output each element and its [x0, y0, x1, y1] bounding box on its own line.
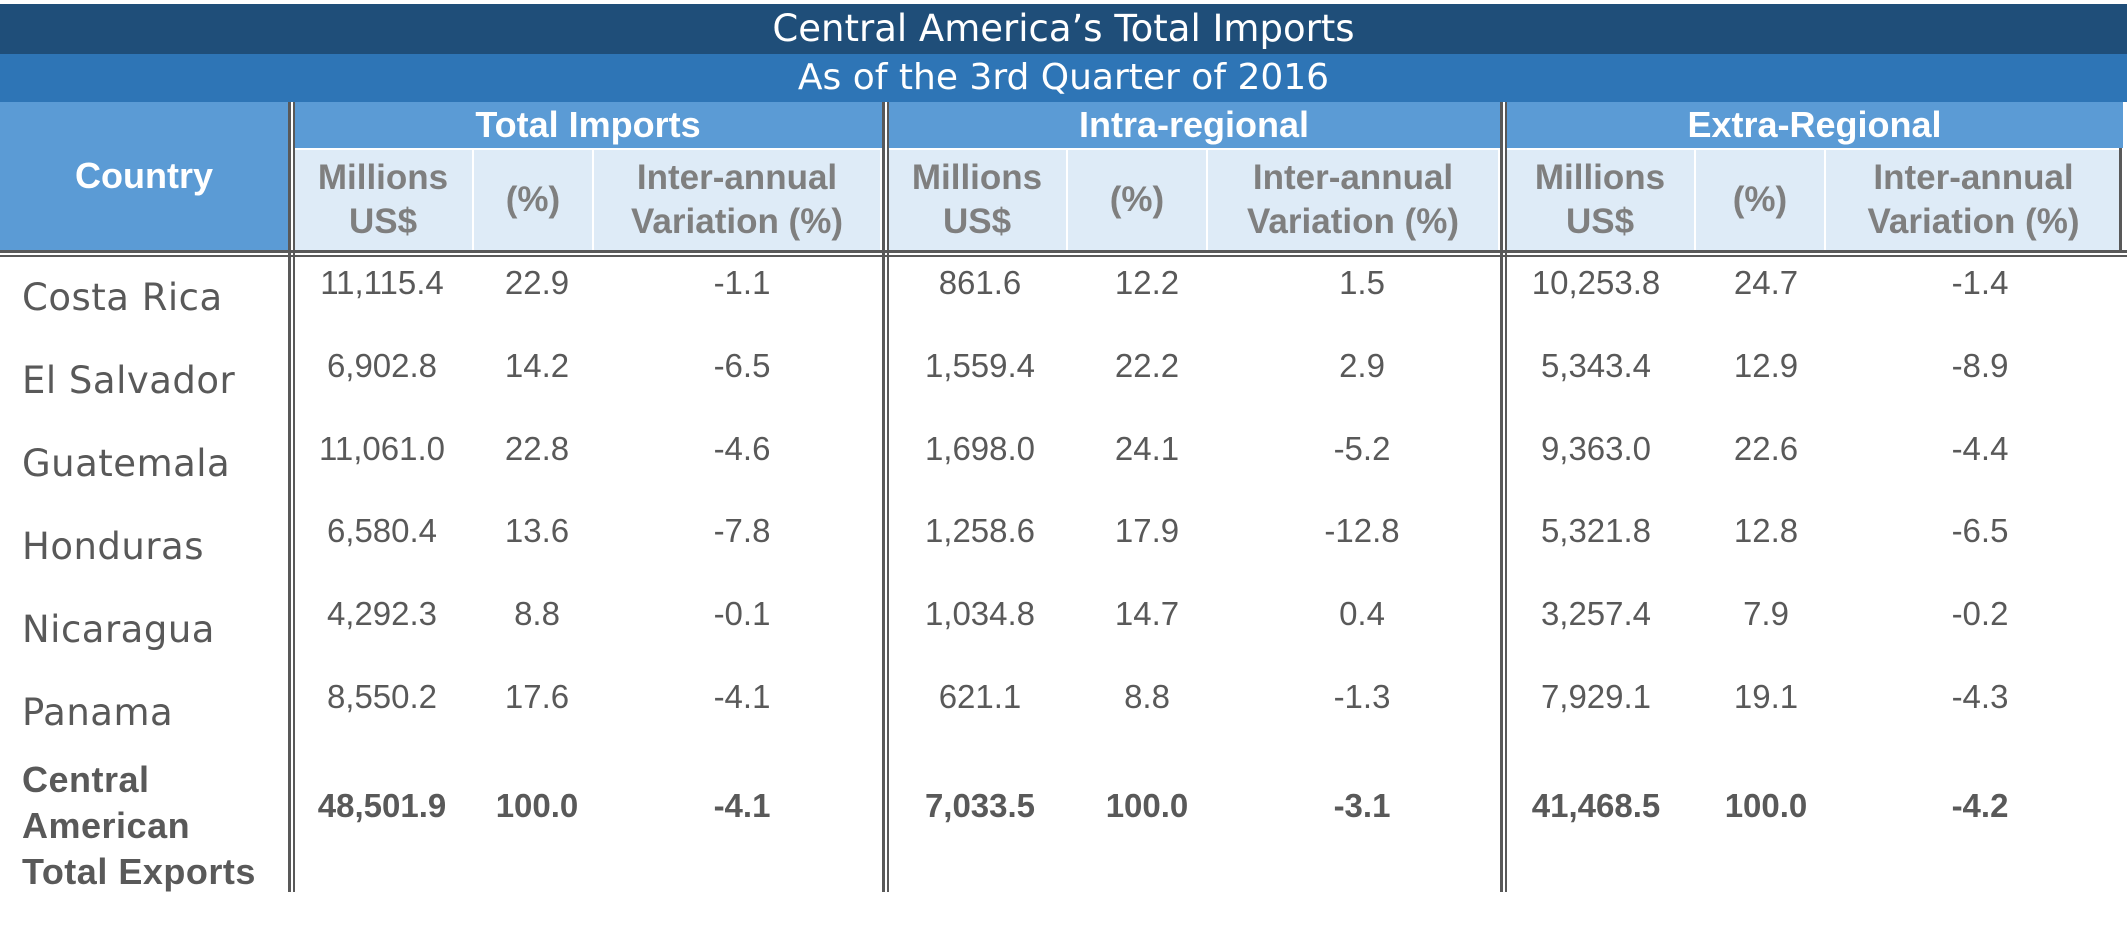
header-bottom-line	[0, 250, 2127, 253]
group-header-total-imports: Total Imports	[294, 102, 882, 148]
table-cell: 1,258.6	[924, 512, 1036, 549]
country-label: Panama	[22, 691, 174, 734]
table-cell: 9,363.0	[1540, 430, 1652, 467]
header-bottom-line-inner	[0, 255, 2127, 257]
table-cell: 5,343.4	[1540, 347, 1652, 384]
table-cell: -4.4	[1951, 430, 2009, 467]
table-cell: 861.6	[938, 264, 1022, 301]
table-cell: -1.4	[1951, 264, 2009, 301]
table-cell: 2.9	[1339, 347, 1385, 384]
table-cell: 621.1	[938, 678, 1022, 715]
table-cell: 8.8	[1124, 678, 1170, 715]
table-cell: 14.7	[1114, 595, 1180, 632]
table-cell: 8.8	[514, 595, 560, 632]
divider-right-edge	[2119, 148, 2122, 252]
country-label: Honduras	[22, 525, 205, 568]
table-cell: 6,902.8	[326, 347, 438, 384]
table-cell: -0.2	[1951, 595, 2009, 632]
subheader-g1-c2: Inter-annual Variation (%)	[1208, 150, 1498, 250]
country-label: El Salvador	[22, 359, 236, 402]
table-cell: 17.6	[504, 678, 570, 715]
country-label: Nicaragua	[22, 608, 215, 651]
table-cell: -1.1	[713, 264, 771, 301]
table-cell: 0.4	[1339, 595, 1385, 632]
table-cell: 12.8	[1733, 512, 1799, 549]
table-cell: -1.3	[1333, 678, 1391, 715]
table-cell: -4.6	[713, 430, 771, 467]
table-cell: 10,253.8	[1531, 264, 1661, 301]
table-cell: 22.2	[1114, 347, 1180, 384]
total-cell: -3.1	[1333, 787, 1391, 824]
subheader-g1-c1: (%)	[1068, 150, 1206, 250]
table-cell: 19.1	[1733, 678, 1799, 715]
total-cell: 7,033.5	[924, 787, 1036, 824]
table-cell: 11,115.4	[320, 264, 444, 301]
total-cell: 100.0	[495, 787, 579, 824]
divider-group1-a	[882, 102, 885, 892]
total-cell: 48,501.9	[317, 787, 447, 824]
table-cell: -0.1	[713, 595, 771, 632]
country-label: Costa Rica	[22, 276, 223, 319]
divider-group2-a	[1500, 102, 1503, 892]
total-cell: 100.0	[1724, 787, 1808, 824]
table-cell: 14.2	[504, 347, 570, 384]
country-label: Guatemala	[22, 442, 231, 485]
table-cell: -6.5	[1951, 512, 2009, 549]
table-cell: 22.9	[504, 264, 570, 301]
subheader-g0-c2: Inter-annual Variation (%)	[594, 150, 880, 250]
divider-country-b	[293, 102, 295, 892]
table-title: Central America’s Total Imports	[0, 4, 2127, 54]
table-cell: 1,559.4	[924, 347, 1036, 384]
subheader-g2-c0: Millions US$	[1506, 150, 1694, 250]
group-header-extra-regional: Extra-Regional	[1506, 102, 2123, 148]
subheader-g0-c1: (%)	[474, 150, 592, 250]
subheader-g2-c2: Inter-annual Variation (%)	[1826, 150, 2121, 250]
table-cell: 12.9	[1733, 347, 1799, 384]
table-cell: 5,321.8	[1540, 512, 1652, 549]
table-cell: 3,257.4	[1540, 595, 1652, 632]
subheader-g2-c1: (%)	[1696, 150, 1824, 250]
table-cell: 8,550.2	[326, 678, 438, 715]
divider-country-a	[288, 102, 291, 892]
table-cell: 11,061.0	[318, 430, 445, 467]
total-row-label: Central American Total Exports	[22, 759, 256, 892]
total-cell: -4.2	[1951, 787, 2009, 824]
table-cell: -5.2	[1333, 430, 1391, 467]
table-subtitle: As of the 3rd Quarter of 2016	[0, 54, 2127, 102]
total-cell: 100.0	[1105, 787, 1189, 824]
table-cell: -7.8	[713, 512, 771, 549]
table-cell: 1,034.8	[924, 595, 1036, 632]
table-cell: 24.1	[1114, 430, 1180, 467]
table-cell: 1,698.0	[924, 430, 1036, 467]
table-cell: 13.6	[504, 512, 570, 549]
table-cell: 1.5	[1339, 264, 1385, 301]
table-cell: 24.7	[1733, 264, 1799, 301]
table-cell: -4.3	[1951, 678, 2009, 715]
table-cell: 12.2	[1114, 264, 1180, 301]
table-cell: 7.9	[1743, 595, 1789, 632]
total-cell: 41,468.5	[1531, 787, 1661, 824]
total-cell: -4.1	[713, 787, 771, 824]
table-cell: 7,929.1	[1540, 678, 1652, 715]
country-column-header: Country	[0, 102, 288, 250]
table-cell: 22.6	[1733, 430, 1799, 467]
table-cell: -6.5	[713, 347, 771, 384]
divider-group1-b	[887, 102, 889, 892]
group-header-intra-regional: Intra-regional	[888, 102, 1500, 148]
subheader-g1-c0: Millions US$	[888, 150, 1066, 250]
table-cell: 17.9	[1114, 512, 1180, 549]
table-cell: 4,292.3	[326, 595, 438, 632]
divider-group2-b	[1505, 102, 1507, 892]
table-cell: 22.8	[504, 430, 570, 467]
table-cell: -12.8	[1324, 512, 1400, 549]
table-cell: -8.9	[1951, 347, 2009, 384]
table-cell: -4.1	[713, 678, 771, 715]
table-cell: 6,580.4	[326, 512, 438, 549]
subheader-g0-c0: Millions US$	[294, 150, 472, 250]
